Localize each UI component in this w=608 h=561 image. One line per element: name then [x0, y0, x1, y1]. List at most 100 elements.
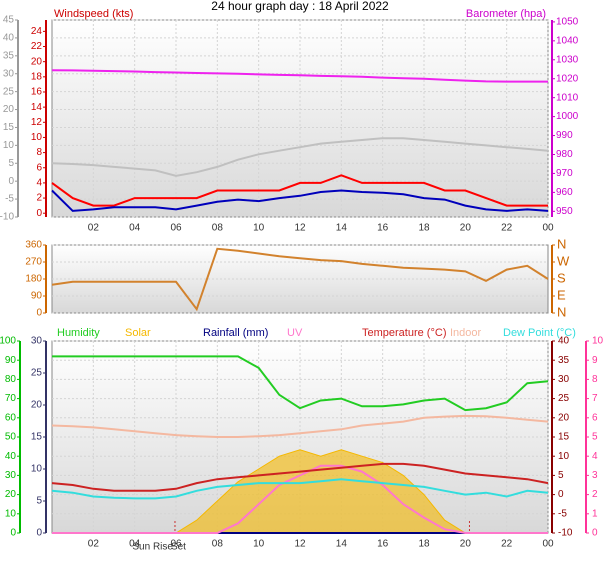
- y-tick-label: 10: [592, 336, 604, 347]
- x-tick-label: 06: [170, 223, 182, 234]
- x-tick-label: 10: [253, 223, 265, 234]
- y-tick-label: 0: [36, 308, 42, 319]
- y-tick-label: 20: [31, 56, 43, 67]
- y-tick-label: 950: [556, 206, 573, 217]
- y-tick-label: 20: [3, 104, 15, 115]
- y-tick-label: 20: [31, 400, 43, 411]
- y-tick-label: 35: [3, 50, 15, 61]
- legend-entry: Humidity: [57, 327, 100, 339]
- x-tick-label: 18: [418, 223, 430, 234]
- y-tick-label: 1: [592, 508, 598, 519]
- y-tick-label: E: [557, 287, 566, 302]
- x-tick-label: 12: [294, 539, 306, 550]
- line: [51, 174, 548, 207]
- y-tick-label: -5: [5, 194, 14, 205]
- y-tick-label: 1050: [556, 17, 579, 28]
- y-tick-label: 1020: [556, 73, 579, 84]
- y-tick-label: 180: [25, 274, 42, 285]
- y-tick-label: 60: [5, 412, 17, 423]
- y-tick-label: N: [557, 304, 566, 319]
- y-tick-label: 30: [5, 470, 17, 481]
- y-tick-label: 970: [556, 168, 573, 179]
- sun-rise-label: Sun Rise: [132, 542, 173, 553]
- line: [51, 189, 549, 212]
- y-tick-label: 10: [31, 464, 43, 475]
- y-tick-label: N: [557, 236, 566, 251]
- y-tick-label: 1030: [556, 54, 579, 65]
- y-tick-label: 4: [592, 451, 598, 462]
- x-tick-label: 10: [253, 539, 265, 550]
- y-tick-label: 0: [36, 528, 42, 539]
- y-tick-label: 6: [592, 412, 598, 423]
- y-tick-label: 0: [8, 176, 14, 187]
- y-tick-label: 90: [31, 291, 43, 302]
- x-tick-label: 14: [336, 223, 348, 234]
- sun-set-label: Set: [171, 542, 186, 553]
- y-tick-label: -10: [0, 212, 14, 223]
- line: [51, 478, 549, 500]
- line: [52, 355, 549, 412]
- axis-label: Windspeed (kts): [54, 8, 133, 20]
- line: [51, 462, 549, 492]
- y-tick-label: 45: [3, 15, 15, 26]
- legend-entry: Temperature (°C): [362, 327, 446, 339]
- legend-entry: Solar: [125, 327, 151, 339]
- y-tick-label: S: [557, 270, 566, 285]
- line: [51, 414, 549, 438]
- y-tick-label: 30: [558, 374, 570, 385]
- axis-label: Barometer (hpa): [466, 8, 546, 20]
- y-tick-label: 80: [5, 374, 17, 385]
- y-tick-label: 1010: [556, 92, 579, 103]
- x-tick-label: 08: [212, 223, 224, 234]
- y-tick-label: 30: [31, 336, 43, 347]
- y-tick-label: 270: [25, 257, 42, 268]
- y-tick-label: 15: [31, 432, 43, 443]
- y-tick-label: 960: [556, 187, 573, 198]
- y-tick-label: 1040: [556, 35, 579, 46]
- y-tick-label: 5: [8, 158, 14, 169]
- y-tick-label: 6: [36, 162, 42, 173]
- x-tick-label: 12: [294, 223, 306, 234]
- x-tick-label: 14: [336, 539, 348, 550]
- y-tick-label: 30: [3, 68, 15, 79]
- x-tick-label: 22: [501, 539, 513, 550]
- line: [52, 464, 548, 534]
- line: [51, 137, 549, 177]
- line: [51, 69, 548, 83]
- legend-entry: Dew Point (°C): [503, 327, 576, 339]
- chart-title: 24 hour graph day : 18 April 2022: [211, 0, 389, 13]
- y-tick-label: 70: [5, 393, 17, 404]
- y-tick-label: 35: [558, 355, 570, 366]
- x-tick-label: 08: [212, 539, 224, 550]
- y-tick-label: 10: [558, 451, 570, 462]
- y-tick-label: -5: [558, 508, 567, 519]
- line: [51, 247, 549, 312]
- y-tick-label: 15: [558, 432, 570, 443]
- y-tick-label: 50: [5, 432, 17, 443]
- y-tick-label: 12: [31, 117, 43, 128]
- y-tick-label: 14: [31, 102, 43, 113]
- y-tick-label: 40: [3, 33, 15, 44]
- y-tick-label: 0: [592, 528, 598, 539]
- y-tick-label: 980: [556, 149, 573, 160]
- x-tick-label: 22: [501, 223, 513, 234]
- x-tick-label: 02: [88, 539, 100, 550]
- legend-entry: Indoor: [450, 327, 482, 339]
- y-tick-label: 25: [558, 393, 570, 404]
- y-tick-label: 5: [558, 470, 564, 481]
- x-tick-label: 20: [460, 223, 472, 234]
- y-tick-label: 7: [592, 393, 598, 404]
- x-tick-label: 00: [542, 539, 554, 550]
- y-tick-label: 10: [31, 132, 43, 143]
- y-tick-label: 4: [36, 178, 42, 189]
- y-tick-label: 15: [3, 122, 15, 133]
- y-tick-label: 5: [36, 496, 42, 507]
- y-tick-label: 100: [0, 336, 16, 347]
- y-tick-label: 8: [592, 374, 598, 385]
- y-tick-label: 360: [25, 240, 42, 251]
- x-tick-label: 16: [377, 223, 389, 234]
- y-tick-label: W: [557, 253, 570, 268]
- x-tick-label: 02: [88, 223, 100, 234]
- y-tick-label: 40: [5, 451, 17, 462]
- y-tick-label: 8: [36, 147, 42, 158]
